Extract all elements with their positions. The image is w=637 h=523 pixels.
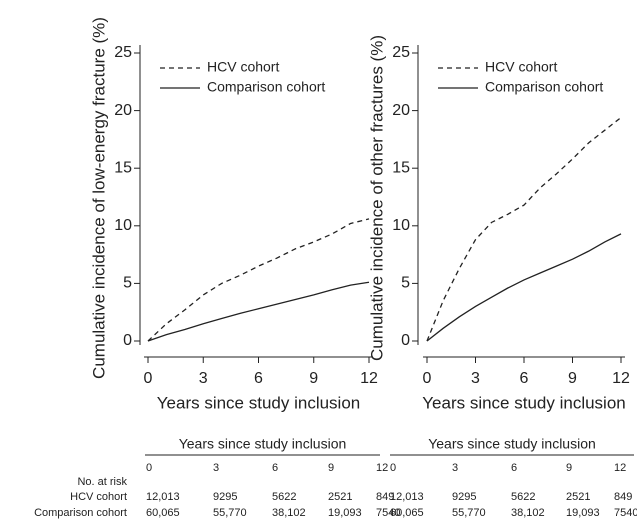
risk-column: 6 — [272, 462, 278, 474]
risk-cell: 12,013 — [390, 491, 424, 503]
risk-row-label: HCV cohort — [70, 491, 127, 503]
risk-column: 3 — [452, 462, 458, 474]
risk-cell: 19,093 — [328, 507, 362, 519]
x-axis-title: Years since study inclusion — [157, 393, 361, 412]
y-tick-label: 25 — [392, 44, 410, 61]
risk-column: 0 — [390, 462, 396, 474]
x-tick-label: 12 — [360, 370, 378, 387]
series-line — [426, 233, 622, 342]
legend-label: HCV cohort — [485, 59, 557, 75]
risk-column: 9 — [328, 462, 334, 474]
x-tick-label: 6 — [520, 370, 529, 387]
legend-label: Comparison cohort — [485, 79, 603, 95]
risk-cell: 2521 — [566, 491, 590, 503]
y-tick-label: 10 — [114, 217, 132, 234]
risk-cell: 38,102 — [272, 507, 306, 519]
y-tick-label: 0 — [123, 332, 132, 349]
risk-cell: 5622 — [272, 491, 296, 503]
risk-cell: 849 — [614, 491, 632, 503]
x-tick-label: 6 — [254, 370, 263, 387]
risk-cell: 60,065 — [146, 507, 180, 519]
risk-column: 12 — [614, 462, 626, 474]
risk-cell: 12,013 — [146, 491, 180, 503]
series-line — [147, 281, 370, 342]
risk-cell: 9295 — [452, 491, 476, 503]
risk-column: 6 — [511, 462, 517, 474]
x-tick-label: 3 — [199, 370, 208, 387]
x-tick-label: 12 — [612, 370, 630, 387]
risk-cell: 5622 — [511, 491, 535, 503]
y-tick-label: 25 — [114, 44, 132, 61]
y-tick-label: 0 — [401, 332, 410, 349]
risk-header: Years since study inclusion — [428, 436, 596, 452]
y-tick-label: 5 — [123, 275, 132, 292]
risk-cell: 2521 — [328, 491, 352, 503]
risk-column: 0 — [146, 462, 152, 474]
risk-cell: 55,770 — [452, 507, 486, 519]
x-tick-label: 9 — [568, 370, 577, 387]
risk-row-label: No. at risk — [77, 476, 127, 488]
y-tick-label: 15 — [114, 159, 132, 176]
risk-row-label: Comparison cohort — [34, 507, 127, 519]
risk-column: 9 — [566, 462, 572, 474]
risk-column: 12 — [376, 462, 388, 474]
legend-label: HCV cohort — [207, 59, 279, 75]
y-tick-label: 20 — [114, 102, 132, 119]
y-tick-label: 20 — [392, 102, 410, 119]
y-tick-label: 10 — [392, 217, 410, 234]
y-axis-title: Cumulative incidence of low-energy fract… — [89, 17, 108, 379]
series-line — [147, 218, 370, 342]
risk-cell: 9295 — [213, 491, 237, 503]
risk-column: 3 — [213, 462, 219, 474]
risk-cell: 55,770 — [213, 507, 247, 519]
risk-cell: 7540 — [614, 507, 637, 519]
legend-label: Comparison cohort — [207, 79, 325, 95]
x-tick-label: 0 — [423, 370, 432, 387]
y-axis-title: Cumulative incidence of other fractures … — [367, 35, 386, 361]
y-tick-label: 5 — [401, 275, 410, 292]
x-tick-label: 3 — [471, 370, 480, 387]
x-tick-label: 0 — [144, 370, 153, 387]
y-tick-label: 15 — [392, 159, 410, 176]
risk-cell: 19,093 — [566, 507, 600, 519]
risk-cell: 7540 — [376, 507, 400, 519]
risk-cell: 60,065 — [390, 507, 424, 519]
x-tick-label: 9 — [309, 370, 318, 387]
risk-cell: 849 — [376, 491, 394, 503]
series-line — [426, 117, 622, 342]
x-axis-title: Years since study inclusion — [422, 393, 626, 412]
risk-cell: 38,102 — [511, 507, 545, 519]
risk-header: Years since study inclusion — [179, 436, 347, 452]
